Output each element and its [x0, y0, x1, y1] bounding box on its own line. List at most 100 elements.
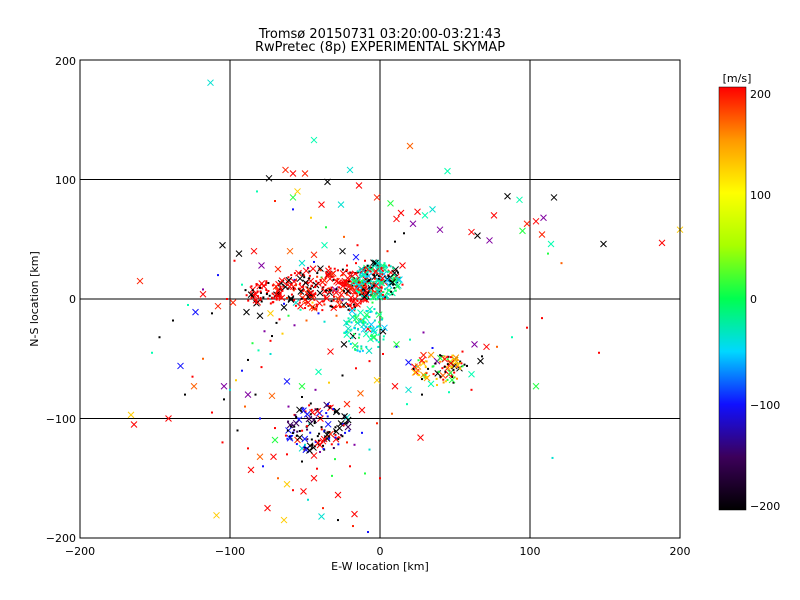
- scatter-dot-marker: [374, 292, 377, 295]
- scatter-dot-marker: [440, 355, 443, 358]
- scatter-dot-marker: [351, 336, 354, 339]
- scatter-dot-marker: [359, 293, 362, 296]
- scatter-dot-marker: [452, 368, 455, 371]
- scatter-dot-marker: [295, 284, 298, 287]
- scatter-dot-marker: [349, 304, 352, 307]
- scatter-dot-marker: [256, 290, 259, 293]
- scatter-dot-marker: [442, 378, 445, 381]
- scatter-dot-marker: [384, 264, 387, 267]
- scatter-x-marker: [310, 136, 318, 144]
- scatter-dot-marker: [341, 281, 344, 284]
- scatter-dot-marker: [296, 430, 299, 433]
- scatter-dot-marker: [380, 286, 383, 289]
- scatter-dot-marker: [380, 318, 383, 321]
- scatter-dot-marker: [289, 435, 291, 438]
- scatter-dot-marker: [300, 297, 303, 300]
- scatter-dot-marker: [251, 342, 254, 345]
- scatter-dot-marker: [369, 310, 372, 313]
- scatter-x-marker: [393, 341, 400, 348]
- scatter-dot-marker: [417, 359, 420, 362]
- scatter-dot-marker: [377, 345, 380, 348]
- scatter-dot-marker: [217, 274, 219, 277]
- scatter-dot-marker: [293, 324, 296, 327]
- scatter-x-marker: [352, 253, 360, 261]
- scatter-dot-marker: [256, 190, 258, 193]
- scatter-dot-marker: [365, 275, 368, 278]
- scatter-dot-marker: [415, 364, 417, 367]
- scatter-dot-marker: [427, 367, 430, 370]
- scatter-dot-marker: [350, 271, 353, 274]
- scatter-x-marker: [283, 480, 291, 488]
- scatter-x-marker: [264, 504, 271, 512]
- scatter-dot-marker: [306, 281, 309, 284]
- scatter-x-marker: [283, 378, 291, 385]
- scatter-x-marker: [275, 280, 282, 288]
- scatter-dot-marker: [386, 250, 389, 253]
- scatter-dot-marker: [328, 288, 331, 291]
- scatter-dot-marker: [356, 294, 359, 297]
- scatter-dot-marker: [380, 280, 383, 283]
- scatter-dot-marker: [308, 296, 311, 299]
- scatter-x-marker: [363, 311, 371, 319]
- scatter-dot-marker: [343, 235, 345, 238]
- scatter-dot-marker: [245, 294, 248, 297]
- scatter-dot-marker: [271, 301, 274, 304]
- scatter-dot-marker: [251, 289, 254, 292]
- scatter-dot-marker: [346, 421, 349, 424]
- scatter-dot-marker: [335, 314, 338, 317]
- scatter-dot-marker: [367, 531, 369, 534]
- scatter-x-marker: [300, 488, 307, 495]
- scatter-dot-marker: [258, 286, 261, 289]
- scatter-dot-marker: [383, 265, 386, 268]
- scatter-dot-marker: [187, 303, 189, 306]
- scatter-x-marker: [258, 280, 266, 287]
- scatter-dot-marker: [311, 290, 314, 293]
- scatter-x-marker: [136, 277, 144, 285]
- scatter-x-marker: [333, 278, 340, 285]
- scatter-dot-marker: [321, 288, 324, 291]
- scatter-x-marker: [177, 362, 184, 370]
- scatter-dot-marker: [392, 267, 395, 270]
- scatter-x-marker: [344, 325, 352, 333]
- scatter-dot-marker: [375, 280, 378, 283]
- scatter-x-marker: [354, 300, 361, 308]
- scatter-x-marker: [348, 307, 356, 315]
- colorbar-tick: −100: [750, 399, 780, 412]
- scatter-dot-marker: [421, 393, 423, 396]
- scatter-x-marker: [335, 295, 342, 303]
- scatter-dot-marker: [347, 280, 350, 283]
- scatter-dot-marker: [443, 365, 446, 368]
- data-points: [127, 79, 684, 534]
- scatter-dot-marker: [322, 444, 325, 447]
- scatter-dot-marker: [339, 306, 342, 309]
- scatter-x-marker: [130, 421, 138, 428]
- scatter-dot-marker: [244, 405, 246, 408]
- scatter-dot-marker: [384, 288, 387, 291]
- scatter-x-marker: [376, 293, 383, 301]
- scatter-x-marker: [258, 262, 265, 269]
- scatter-dot-marker: [371, 267, 374, 270]
- scatter-x-marker: [235, 250, 243, 257]
- scatter-dot-marker: [191, 375, 194, 378]
- scatter-dot-marker: [441, 367, 444, 370]
- scatter-x-marker: [286, 247, 294, 255]
- scatter-dot-marker: [316, 275, 319, 278]
- scatter-x-marker: [318, 513, 325, 520]
- scatter-dot-marker: [260, 300, 263, 303]
- scatter-dot-marker: [361, 431, 363, 434]
- scatter-dot-marker: [379, 326, 382, 329]
- scatter-dot-marker: [364, 259, 366, 262]
- scatter-dot-marker: [328, 272, 331, 275]
- scatter-dot-marker: [363, 281, 366, 284]
- scatter-dot-marker: [297, 417, 300, 420]
- scatter-dot-marker: [381, 293, 384, 296]
- scatter-dot-marker: [395, 345, 398, 348]
- scatter-dot-marker: [339, 422, 342, 425]
- scatter-dot-marker: [373, 308, 376, 311]
- scatter-dot-marker: [375, 312, 378, 315]
- scatter-x-marker: [371, 293, 378, 301]
- scatter-dot-marker: [342, 305, 345, 308]
- scatter-dot-marker: [324, 277, 327, 280]
- scatter-dot-marker: [298, 301, 301, 304]
